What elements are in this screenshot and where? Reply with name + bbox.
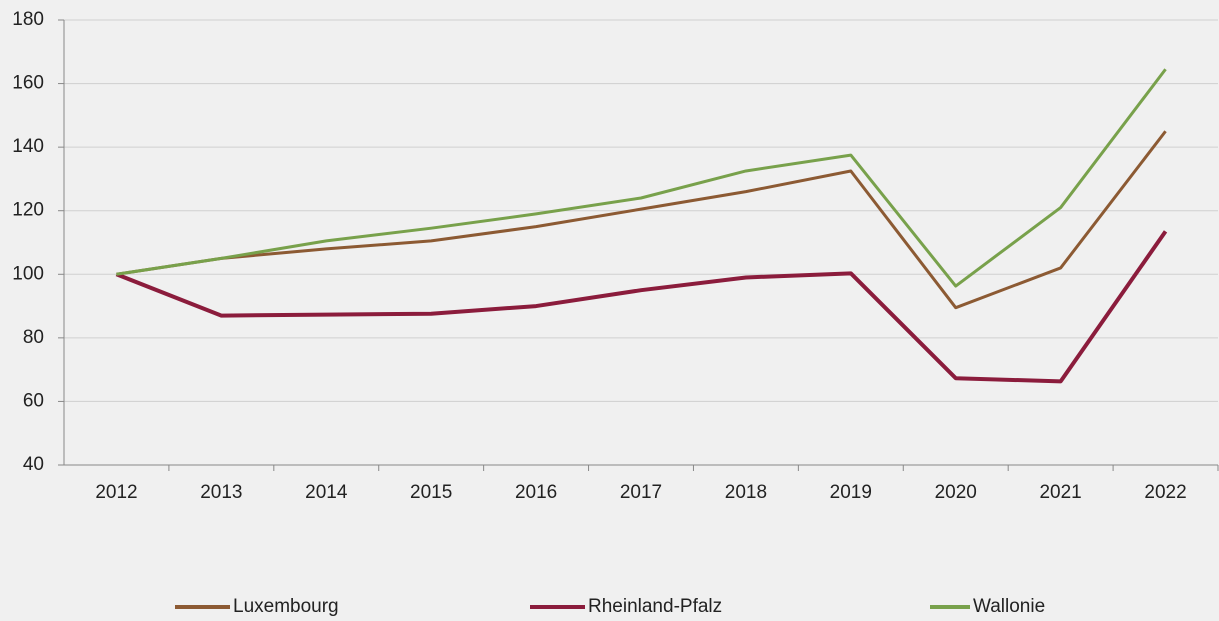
legend-label: Luxembourg	[233, 596, 339, 617]
y-tick-label: 80	[23, 327, 44, 348]
x-tick-label: 2017	[620, 482, 662, 503]
series-line	[116, 130, 1167, 310]
legend-label: Wallonie	[973, 596, 1045, 617]
x-tick-label: 2019	[830, 482, 872, 503]
y-tick-label: 140	[12, 136, 44, 157]
y-tick-label: 40	[23, 454, 44, 475]
series-line	[115, 230, 1168, 384]
x-tick-label: 2012	[95, 482, 137, 503]
series-line	[116, 68, 1167, 288]
x-tick-label: 2018	[725, 482, 767, 503]
x-tick-label: 2021	[1039, 482, 1081, 503]
x-tick-label: 2020	[935, 482, 977, 503]
y-tick-label: 60	[23, 390, 44, 411]
x-tick-label: 2016	[515, 482, 557, 503]
y-tick-label: 180	[12, 9, 44, 30]
x-tick-label: 2014	[305, 482, 348, 503]
y-tick-label: 100	[12, 263, 44, 284]
legend-label: Rheinland-Pfalz	[588, 596, 722, 617]
x-tick-label: 2015	[410, 482, 452, 503]
y-tick-label: 120	[12, 200, 44, 221]
y-tick-label: 160	[12, 73, 44, 94]
x-tick-label: 2013	[200, 482, 242, 503]
x-tick-label: 2022	[1144, 482, 1186, 503]
